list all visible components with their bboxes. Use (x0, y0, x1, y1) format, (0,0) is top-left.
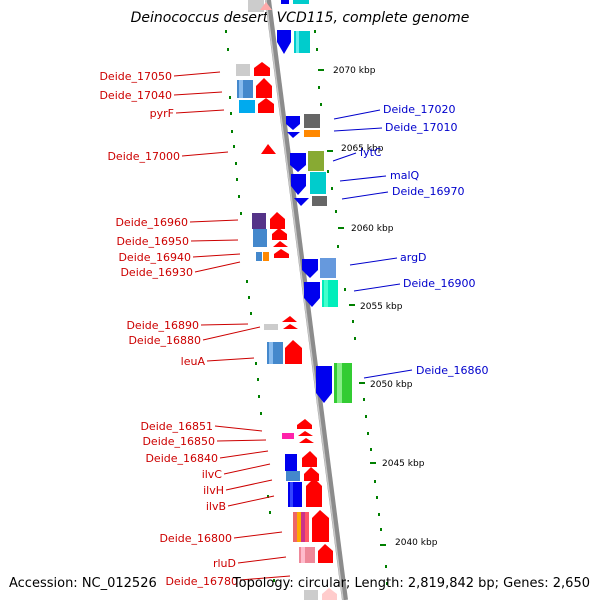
tick-label: 2050 kbp (370, 380, 413, 390)
gene-label: Deide_16851 (140, 420, 213, 433)
gene-label: Deide_16880 (128, 334, 201, 347)
gene-glyph (316, 363, 352, 403)
gene-label: Deide_16950 (116, 235, 189, 248)
gene-label: Deide_16800 (159, 532, 232, 545)
gene-label: rluD (213, 557, 236, 570)
gene-label: Deide_16860 (416, 364, 489, 377)
gene-label: argD (400, 251, 427, 264)
gene-label: Deide_17040 (99, 89, 172, 102)
gene-label: leuA (181, 355, 206, 368)
accession-text: Accession: NC_012526 (9, 576, 157, 591)
gene-glyph (282, 419, 314, 443)
gene-label: ilvC (202, 468, 223, 481)
gene-glyph (236, 62, 274, 113)
left-label-group: Deide_17050 Deide_17040 pyrF Deide_17000… (99, 70, 291, 588)
right-label-group: Deide_17020 Deide_17010 lytC malQ Deide_… (332, 103, 489, 379)
tick-label: 2065 kbp (341, 144, 384, 154)
gene-label: ilvH (203, 484, 224, 497)
gene-label: ilvB (206, 500, 226, 513)
gene-label: malQ (390, 169, 420, 182)
gene-glyph (293, 510, 333, 563)
gene-glyph (264, 316, 302, 364)
gene-label: Deide_16840 (145, 452, 218, 465)
right-dotted-scale (314, 30, 388, 585)
gene-label: lytC (360, 146, 382, 159)
gene-label: Deide_16970 (392, 185, 465, 198)
gene-label: Deide_16900 (403, 277, 476, 290)
gene-glyph (277, 30, 310, 54)
topology-text: Topology: circular; Length: 2,819,842 bp… (232, 576, 590, 591)
gene-label: Deide_17020 (383, 103, 456, 116)
gene-label: Deide_17050 (99, 70, 172, 83)
scale-ticks: 2070 kbp 2065 kbp 2060 kbp 2055 kbp 2050… (318, 66, 438, 548)
tick-label: 2040 kbp (395, 538, 438, 548)
left-dotted-scale (225, 30, 275, 582)
gene-label: Deide_16850 (142, 435, 215, 448)
gene-glyph (302, 258, 338, 307)
map-title: Deinococcus deserti VCD115, complete gen… (131, 10, 470, 26)
gene-label: Deide_16780 (165, 575, 238, 588)
gene-glyph (261, 144, 276, 154)
tick-label: 2060 kbp (351, 224, 394, 234)
gene-glyph (252, 212, 289, 261)
gene-label: Deide_17000 (107, 150, 180, 163)
tick-label: 2070 kbp (333, 66, 376, 76)
gene-glyph (290, 151, 327, 206)
gene-label: Deide_16890 (126, 319, 199, 332)
gene-glyph (285, 451, 322, 507)
tick-label: 2055 kbp (360, 302, 403, 312)
gene-label: Deide_16930 (120, 266, 193, 279)
gene-label: pyrF (150, 107, 174, 120)
genome-backbone-highlight (265, 0, 344, 600)
gene-label: Deide_16960 (115, 216, 188, 229)
gene-glyph (286, 114, 320, 138)
gene-glyph (248, 0, 309, 12)
gene-label: Deide_17010 (385, 121, 458, 134)
gene-glyph (304, 588, 337, 600)
gene-label: Deide_16940 (118, 251, 191, 264)
tick-label: 2045 kbp (382, 459, 425, 469)
